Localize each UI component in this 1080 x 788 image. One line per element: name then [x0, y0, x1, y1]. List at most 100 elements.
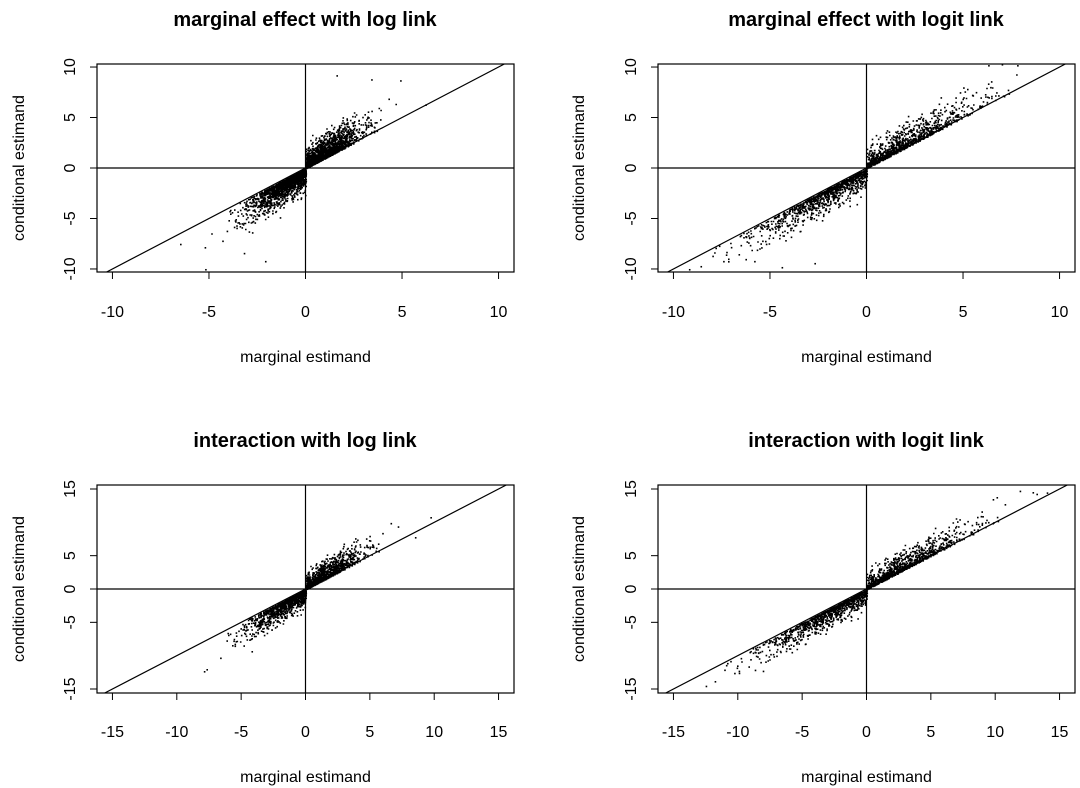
x-axis-label: marginal estimand: [801, 349, 932, 366]
outlier-point: [400, 80, 402, 82]
x-tick-label: -5: [795, 724, 809, 741]
x-tick-label: 5: [398, 304, 407, 321]
outlier-point: [1017, 65, 1019, 67]
y-axis-label: conditional estimand: [11, 516, 28, 662]
y-tick-label: 5: [62, 113, 79, 122]
x-axis-label: marginal estimand: [240, 349, 371, 366]
x-tick-label: 5: [959, 304, 968, 321]
outlier-point: [1036, 493, 1038, 496]
x-axis-label: marginal estimand: [801, 769, 932, 786]
x-tick-label: 0: [301, 724, 310, 741]
x-tick-label: -10: [662, 304, 685, 321]
chart-title: marginal effect with log link: [173, 9, 437, 31]
y-tick-label: -5: [623, 615, 640, 629]
y-tick-label: 15: [623, 480, 640, 498]
outlier-point: [814, 262, 816, 265]
x-tick-label: -10: [165, 724, 188, 741]
outlier-point: [203, 671, 206, 673]
point-cloud: [220, 522, 400, 660]
y-axis-label: conditional estimand: [571, 516, 588, 662]
outlier-point: [988, 65, 990, 67]
outlier-point: [371, 79, 373, 81]
x-tick-label: 10: [1051, 304, 1069, 321]
y-tick-label: 5: [623, 113, 640, 122]
y-axis: -10 -5 0 5 10: [623, 58, 658, 281]
data-points: [688, 64, 1019, 271]
y-tick-label: -5: [62, 615, 79, 629]
outlier-point: [688, 268, 691, 271]
outlier-point: [206, 669, 208, 671]
y-tick-label: -10: [623, 257, 640, 280]
chart-title: interaction with logit link: [748, 430, 984, 452]
x-tick-label: 5: [365, 724, 374, 741]
y-tick-label: 0: [62, 163, 79, 172]
outlier-point: [996, 497, 999, 499]
outlier-point: [180, 243, 182, 246]
identity-line: [106, 64, 505, 272]
chart-title: interaction with log link: [193, 430, 417, 452]
y-axis: -10 -5 0 5 10: [62, 58, 97, 281]
x-tick-label: -10: [726, 724, 749, 741]
data-points: [180, 75, 427, 271]
data-points: [203, 517, 432, 673]
x-axis: -10 -5 0 5 10: [101, 272, 508, 321]
y-tick-label: 0: [623, 163, 640, 172]
x-tick-label: 15: [490, 724, 508, 741]
x-axis: -15 -10 -5 0 5 10 15: [101, 693, 508, 741]
y-tick-label: 0: [62, 584, 79, 593]
outlier-point: [992, 499, 995, 501]
outlier-point: [714, 681, 717, 683]
outlier-point: [1001, 64, 1004, 66]
y-tick-label: -15: [623, 677, 640, 700]
y-tick-label: -5: [62, 211, 79, 225]
outlier-point: [205, 268, 207, 271]
x-tick-label: 10: [986, 724, 1004, 741]
chart-title: marginal effect with logit link: [728, 9, 1004, 31]
panel-3: interaction with log link-15 -10 -5 0 5 10 15-…: [11, 430, 515, 786]
y-tick-label: 15: [62, 480, 79, 498]
x-tick-label: -5: [202, 304, 216, 321]
outlier-point: [243, 252, 246, 255]
outlier-point: [414, 537, 417, 539]
y-tick-label: -15: [62, 677, 79, 700]
identity-line: [104, 485, 507, 693]
y-axis: -15 -5 0 5 15: [623, 480, 658, 701]
x-tick-label: 5: [926, 724, 935, 741]
panel-4: interaction with logit link -15 -10 -5 0 5 10 1…: [571, 430, 1076, 786]
y-tick-label: 10: [623, 58, 640, 76]
x-axis-label: marginal estimand: [240, 769, 371, 786]
point-cloud: [204, 98, 397, 249]
outlier-point: [336, 75, 338, 77]
y-tick-label: 0: [623, 584, 640, 593]
y-tick-label: -10: [62, 257, 79, 280]
y-tick-label: 5: [623, 551, 640, 560]
x-tick-label: 10: [425, 724, 443, 741]
outlier-point: [264, 260, 267, 263]
outlier-point: [700, 265, 703, 268]
x-tick-label: 0: [301, 304, 310, 321]
y-axis: -15 -5 0 5 15: [62, 480, 97, 701]
x-tick-label: -15: [662, 724, 685, 741]
y-axis-label: conditional estimand: [11, 95, 28, 241]
y-tick-label: 5: [62, 551, 79, 560]
x-tick-label: -5: [763, 304, 777, 321]
x-tick-label: 15: [1051, 724, 1069, 741]
panel-1: marginal effect with log link-10 -5 0 5 10-1…: [11, 9, 515, 366]
x-axis: -10 -5 0 5 10: [662, 272, 1069, 321]
x-tick-label: -10: [101, 304, 124, 321]
x-tick-label: -5: [234, 724, 248, 741]
x-tick-label: -15: [101, 724, 124, 741]
outlier-point: [1046, 492, 1049, 494]
y-tick-label: 10: [62, 58, 79, 76]
y-axis-label: conditional estimand: [571, 95, 588, 241]
identity-line: [665, 485, 1068, 693]
y-tick-label: -5: [623, 211, 640, 225]
outlier-point: [251, 651, 254, 653]
panel-2: marginal effect with logit link -10 -5 0 5 10…: [571, 9, 1076, 366]
x-tick-label: 0: [862, 724, 871, 741]
x-tick-label: 10: [490, 304, 508, 321]
x-axis: -15 -10 -5 0 5 10 15: [662, 693, 1069, 741]
outlier-point: [781, 266, 784, 269]
identity-line: [667, 64, 1066, 272]
